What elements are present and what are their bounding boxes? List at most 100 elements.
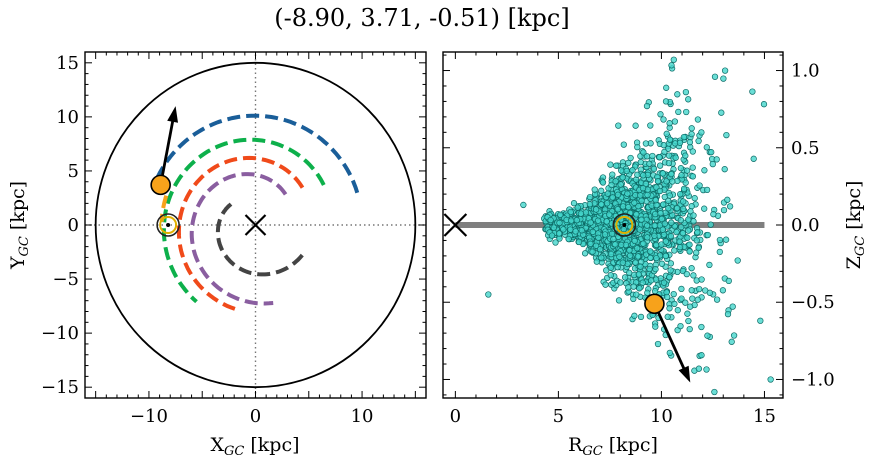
star-point	[665, 197, 672, 204]
star-point	[613, 162, 620, 169]
star-point	[734, 257, 741, 264]
star-point	[631, 199, 638, 206]
velocity-arrow-shaft	[159, 112, 176, 186]
star-point	[665, 152, 673, 159]
star-point	[713, 156, 720, 163]
star-point	[637, 263, 644, 270]
star-point	[671, 118, 679, 125]
star-point	[724, 310, 732, 318]
star-point	[688, 125, 695, 132]
star-point	[591, 186, 598, 193]
star-point	[688, 287, 695, 294]
star-point	[696, 285, 703, 293]
star-point	[626, 247, 633, 254]
star-point	[686, 303, 694, 310]
star-point	[684, 234, 691, 241]
star-point	[686, 248, 693, 255]
star-point	[668, 62, 675, 69]
star-point	[661, 220, 669, 227]
star-point	[632, 122, 639, 129]
star-point	[648, 277, 655, 284]
star-point	[624, 190, 631, 197]
left-y-tick-label: −10	[41, 323, 79, 344]
left-y-axis-label: YGC [kpc]	[7, 181, 32, 270]
left-y-tick-label: −5	[52, 269, 79, 290]
star-point	[630, 283, 637, 290]
star-point	[658, 260, 666, 267]
star-point	[617, 181, 624, 188]
star-point	[707, 221, 714, 228]
star-point	[660, 201, 667, 208]
star-point	[662, 252, 669, 260]
star-point	[666, 120, 673, 127]
star-point	[607, 272, 614, 279]
star-point	[690, 218, 697, 225]
star-point	[631, 312, 638, 319]
star-point	[680, 198, 687, 205]
star-point	[690, 212, 697, 219]
left-y-tick-label: 0	[68, 215, 79, 236]
right-y-tick-label: −1.0	[791, 369, 835, 390]
star-point	[636, 285, 643, 292]
star-point	[677, 322, 684, 330]
star-point	[627, 154, 634, 162]
star-point	[547, 216, 554, 224]
star-point	[694, 296, 701, 303]
star-point	[695, 137, 702, 145]
star-point	[581, 250, 589, 257]
star-point	[689, 173, 697, 180]
star-point	[716, 236, 724, 244]
star-point	[703, 144, 710, 151]
star-point	[614, 191, 622, 198]
star-point	[612, 241, 619, 248]
star-point	[633, 291, 640, 298]
star-point	[646, 160, 653, 167]
star-point	[630, 295, 637, 303]
right-y-tick-label: 1.0	[791, 61, 820, 82]
left-x-tick-label: −10	[130, 406, 168, 427]
star-point	[586, 201, 594, 208]
star-point	[664, 313, 671, 320]
star-point	[593, 258, 600, 265]
star-point	[667, 233, 675, 240]
star-point	[568, 217, 575, 224]
star-point	[657, 111, 664, 118]
right-y-axis-label: ZGC [kpc]	[843, 181, 868, 270]
star-point	[694, 116, 702, 123]
star-point	[689, 295, 696, 302]
star-point	[659, 170, 667, 177]
star-point	[614, 206, 621, 213]
star-point	[570, 200, 578, 207]
star-point	[710, 211, 717, 218]
right-ticks: 0 5 10 15 −1.0 −0.5 0.0 0.5 1.0	[443, 52, 835, 427]
star-point	[679, 230, 687, 237]
star-point	[572, 228, 579, 235]
star-point	[556, 219, 563, 227]
star-point	[619, 259, 626, 266]
star-point	[656, 187, 664, 195]
right-y-tick-label: −0.5	[791, 292, 835, 313]
sun-inner-ring	[159, 216, 178, 234]
star-point	[603, 267, 610, 274]
star-point	[656, 154, 663, 161]
star-point	[661, 148, 668, 156]
star-point	[623, 167, 630, 175]
star-point	[678, 172, 685, 179]
star-point	[730, 332, 738, 339]
star-point	[603, 218, 610, 225]
star-point	[644, 289, 651, 296]
star-point	[685, 216, 692, 223]
star-point	[662, 238, 669, 245]
star-point	[667, 267, 674, 274]
star-point	[607, 264, 615, 271]
star-point	[560, 226, 567, 233]
star-point	[722, 236, 730, 243]
star-point	[589, 248, 596, 255]
star-point	[660, 142, 667, 149]
star-point	[698, 352, 705, 359]
star-point	[636, 226, 644, 233]
star-point	[670, 290, 677, 298]
star-point	[626, 269, 633, 276]
star-point	[654, 340, 662, 348]
star-point	[638, 216, 645, 223]
